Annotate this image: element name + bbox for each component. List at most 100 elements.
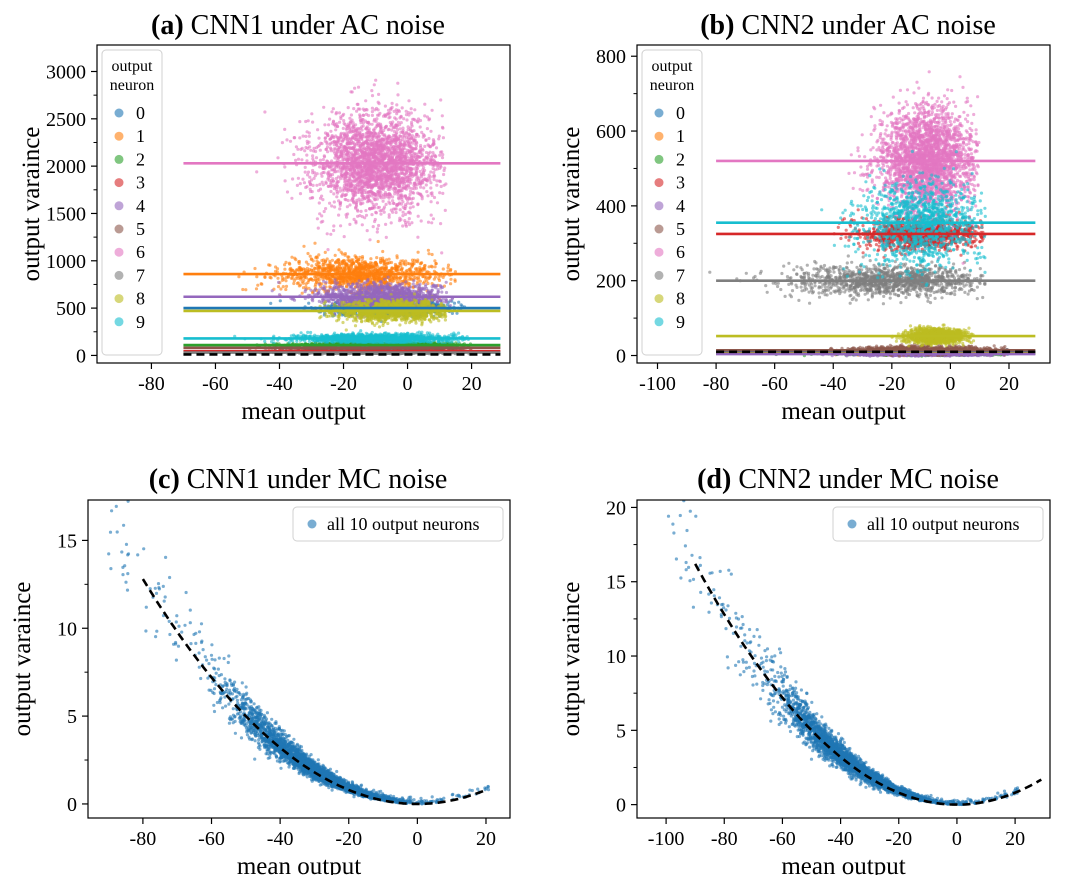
data-point: [389, 260, 394, 265]
data-point: [325, 257, 329, 261]
data-point: [416, 280, 420, 284]
data-point: [313, 241, 317, 245]
data-point: [376, 239, 380, 244]
data-point: [317, 278, 321, 282]
data-point: [340, 260, 344, 264]
data-point: [302, 244, 306, 248]
data-point: [449, 282, 453, 286]
data-point: [434, 262, 438, 266]
data-point: [327, 266, 331, 270]
data-point: [284, 279, 288, 283]
data-point: [303, 269, 307, 273]
data-point: [255, 275, 259, 279]
data-point: [449, 267, 453, 272]
data-point: [341, 269, 345, 273]
data-point: [437, 276, 441, 281]
data-point: [444, 280, 448, 284]
data-point: [344, 262, 348, 266]
data-point: [283, 267, 287, 271]
data-point: [423, 275, 427, 279]
data-point: [322, 261, 326, 265]
data-point: [370, 265, 374, 269]
data-point: [326, 269, 330, 273]
data-point: [300, 280, 304, 284]
data-point: [335, 268, 339, 272]
data-point: [351, 276, 355, 280]
data-point: [297, 260, 301, 264]
data-point: [256, 283, 260, 287]
data-point: [301, 286, 306, 290]
data-point: [374, 260, 378, 264]
data-point: [313, 278, 317, 282]
data-point: [368, 269, 372, 274]
data-point: [303, 290, 307, 294]
data-point: [253, 266, 257, 271]
data-point: [416, 250, 420, 254]
data-point: [446, 263, 451, 267]
panel-prefix: (a): [151, 10, 184, 41]
data-point: [263, 275, 267, 279]
data-point: [362, 260, 366, 264]
data-point: [269, 276, 273, 280]
data-point: [446, 303, 450, 307]
data-point: [278, 299, 282, 303]
data-point: [381, 249, 385, 254]
data-point: [390, 269, 394, 273]
data-point: [408, 267, 412, 271]
data-point: [413, 267, 418, 271]
data-point: [294, 277, 298, 281]
data-point: [455, 311, 459, 315]
data-point: [347, 275, 351, 279]
data-point: [379, 275, 383, 279]
data-point: [359, 264, 363, 268]
data-point: [304, 260, 308, 264]
data-point: [356, 261, 360, 265]
data-point: [452, 301, 457, 305]
data-point: [395, 275, 399, 279]
data-point: [400, 279, 404, 283]
panel-title-text: CNN1 under AC noise: [184, 10, 445, 41]
data-point: [289, 266, 293, 270]
data-point: [309, 257, 313, 261]
data-point: [353, 254, 357, 258]
data-point: [316, 261, 320, 265]
data-point: [404, 259, 408, 263]
data-point: [334, 261, 338, 265]
data-point: [244, 288, 248, 292]
data-point: [310, 277, 314, 281]
data-point: [453, 278, 457, 282]
data-point: [317, 253, 321, 257]
data-point: [306, 262, 310, 266]
plot-area: [183, 78, 501, 356]
data-point: [283, 263, 287, 267]
data-point: [313, 284, 317, 288]
data-point: [338, 266, 342, 270]
data-point: [372, 268, 376, 272]
data-point: [380, 267, 384, 271]
data-point: [395, 256, 399, 260]
data-point: [304, 276, 309, 280]
data-point: [284, 284, 289, 288]
data-point: [284, 287, 288, 292]
data-point: [428, 275, 432, 279]
data-point: [341, 252, 345, 256]
data-point: [450, 311, 454, 315]
data-point: [300, 291, 304, 295]
data-point: [281, 285, 285, 289]
data-point: [384, 258, 389, 262]
panel-title: (a) CNN1 under AC noise: [151, 10, 445, 41]
data-point: [446, 266, 450, 270]
data-point: [308, 254, 312, 258]
data-point: [269, 301, 273, 305]
data-point: [394, 265, 398, 269]
data-point: [277, 280, 281, 284]
data-point: [306, 251, 310, 256]
data-point: [279, 287, 283, 291]
data-point: [446, 269, 450, 273]
data-point: [267, 263, 271, 267]
data-point: [276, 276, 280, 280]
data-point: [421, 268, 425, 272]
data-point: [390, 266, 394, 270]
data-point: [422, 280, 427, 284]
